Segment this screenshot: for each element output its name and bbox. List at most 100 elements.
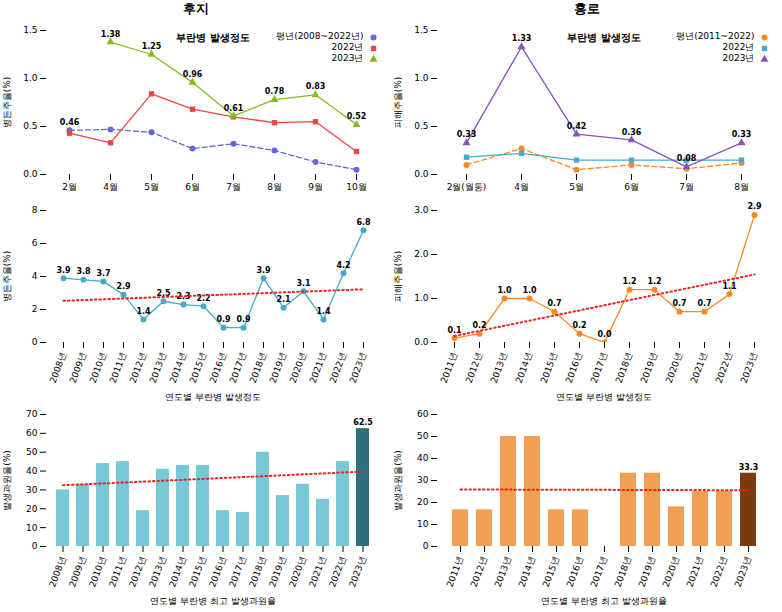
svg-text:2019년: 2019년	[637, 555, 657, 588]
svg-text:2008년: 2008년	[47, 555, 67, 588]
svg-text:0.0: 0.0	[597, 330, 612, 339]
svg-text:7월: 7월	[226, 182, 241, 192]
svg-text:40: 40	[417, 453, 429, 463]
svg-text:2014년: 2014년	[168, 351, 188, 384]
svg-text:2009년: 2009년	[68, 351, 88, 384]
svg-text:0.5: 0.5	[414, 121, 428, 131]
svg-text:0.42: 0.42	[567, 122, 587, 131]
svg-text:2월: 2월	[62, 182, 77, 192]
svg-text:2015년: 2015년	[541, 555, 561, 588]
svg-text:2020년: 2020년	[288, 351, 308, 384]
svg-text:1.0: 1.0	[414, 293, 429, 303]
svg-text:0: 0	[32, 337, 38, 347]
svg-text:1.0: 1.0	[414, 73, 429, 83]
svg-text:1.38: 1.38	[101, 30, 121, 39]
svg-text:부란병 발생정도: 부란병 발생정도	[567, 32, 640, 43]
svg-text:연도별 부란병 최고 발생과원율: 연도별 부란병 최고 발생과원율	[541, 596, 667, 606]
svg-text:50: 50	[26, 447, 38, 457]
svg-text:1.2: 1.2	[647, 277, 661, 286]
svg-text:0.9: 0.9	[216, 315, 231, 324]
svg-text:2021년: 2021년	[308, 351, 328, 384]
svg-text:0.36: 0.36	[622, 128, 642, 137]
svg-text:2.3: 2.3	[176, 292, 190, 301]
svg-text:6월: 6월	[185, 182, 200, 192]
svg-text:1.4: 1.4	[316, 307, 331, 316]
svg-text:2019년: 2019년	[268, 351, 288, 384]
svg-text:2018년: 2018년	[248, 351, 268, 384]
svg-text:2021년: 2021년	[685, 555, 705, 588]
svg-text:발생과원율(%): 발생과원율(%)	[2, 450, 12, 511]
svg-text:2011년: 2011년	[445, 555, 465, 588]
svg-text:8월: 8월	[267, 182, 282, 192]
svg-text:10: 10	[417, 519, 429, 529]
svg-text:9월: 9월	[308, 182, 323, 192]
svg-text:2020년: 2020년	[287, 555, 307, 588]
svg-text:2016년: 2016년	[564, 351, 584, 384]
svg-text:0: 0	[423, 541, 429, 551]
svg-text:0.46: 0.46	[60, 118, 80, 127]
svg-text:20: 20	[26, 504, 38, 514]
svg-text:2014년: 2014년	[514, 351, 534, 384]
svg-text:2022년: 2022년	[327, 555, 347, 588]
svg-text:2016년: 2016년	[565, 555, 585, 588]
svg-text:0.2: 0.2	[572, 321, 586, 330]
svg-text:1.0: 1.0	[522, 286, 537, 295]
svg-text:3.1: 3.1	[296, 279, 311, 288]
svg-text:2008년: 2008년	[48, 351, 68, 384]
svg-text:0.7: 0.7	[547, 299, 561, 308]
svg-text:30: 30	[417, 475, 429, 485]
svg-text:2010년: 2010년	[88, 351, 108, 384]
svg-text:1.4: 1.4	[136, 307, 151, 316]
svg-text:0.9: 0.9	[236, 315, 251, 324]
svg-text:1.0: 1.0	[23, 73, 38, 83]
svg-text:7월: 7월	[679, 182, 694, 192]
svg-text:60: 60	[26, 428, 38, 438]
svg-text:2021년: 2021년	[307, 555, 327, 588]
svg-text:2.9: 2.9	[747, 202, 762, 211]
svg-text:2017년: 2017년	[589, 351, 609, 384]
svg-text:0.0: 0.0	[414, 337, 429, 347]
svg-text:2022년: 2022년	[709, 555, 729, 588]
svg-text:2023년: 2023년	[348, 351, 368, 384]
svg-text:60: 60	[417, 409, 429, 419]
svg-text:2020년: 2020년	[664, 351, 684, 384]
svg-text:0.78: 0.78	[265, 87, 285, 96]
svg-text:50: 50	[417, 431, 429, 441]
svg-text:2월(월동): 2월(월동)	[447, 182, 487, 192]
svg-text:2021년: 2021년	[689, 351, 709, 384]
svg-text:1.1: 1.1	[722, 282, 737, 291]
svg-text:0.0: 0.0	[23, 169, 38, 179]
svg-text:2013년: 2013년	[493, 555, 513, 588]
svg-text:0.52: 0.52	[347, 112, 367, 121]
svg-text:70: 70	[26, 409, 38, 419]
svg-text:4: 4	[32, 271, 38, 281]
svg-text:2022년: 2022년	[723, 42, 755, 52]
svg-text:2012년: 2012년	[128, 351, 148, 384]
svg-text:2014년: 2014년	[167, 555, 187, 588]
svg-text:2022년: 2022년	[328, 351, 348, 384]
svg-text:0.83: 0.83	[306, 82, 326, 91]
svg-text:연도별 부란병 발생정도: 연도별 부란병 발생정도	[556, 392, 652, 402]
svg-text:병든주율(%): 병든주율(%)	[2, 77, 12, 129]
svg-text:1.5: 1.5	[23, 25, 37, 35]
svg-text:2016년: 2016년	[208, 351, 228, 384]
svg-text:연도별 부란병 최고 발생과원율: 연도별 부란병 최고 발생과원율	[150, 596, 276, 606]
svg-text:2016년: 2016년	[207, 555, 227, 588]
svg-text:10: 10	[26, 523, 38, 533]
svg-text:6: 6	[32, 238, 38, 248]
svg-text:30: 30	[26, 485, 38, 495]
svg-text:1.0: 1.0	[497, 286, 512, 295]
svg-text:1.25: 1.25	[142, 42, 162, 51]
svg-text:0.2: 0.2	[472, 321, 486, 330]
svg-text:2023년: 2023년	[723, 53, 755, 63]
svg-text:병든주율(%): 병든주율(%)	[2, 251, 12, 303]
svg-text:0.33: 0.33	[732, 130, 752, 139]
svg-text:2013년: 2013년	[489, 351, 509, 384]
svg-text:2013년: 2013년	[147, 555, 167, 588]
svg-text:2.9: 2.9	[116, 282, 131, 291]
svg-text:1.33: 1.33	[512, 34, 532, 43]
svg-text:2019년: 2019년	[639, 351, 659, 384]
svg-text:0.96: 0.96	[183, 70, 203, 79]
svg-text:8월: 8월	[734, 182, 749, 192]
svg-text:0.0: 0.0	[414, 169, 429, 179]
